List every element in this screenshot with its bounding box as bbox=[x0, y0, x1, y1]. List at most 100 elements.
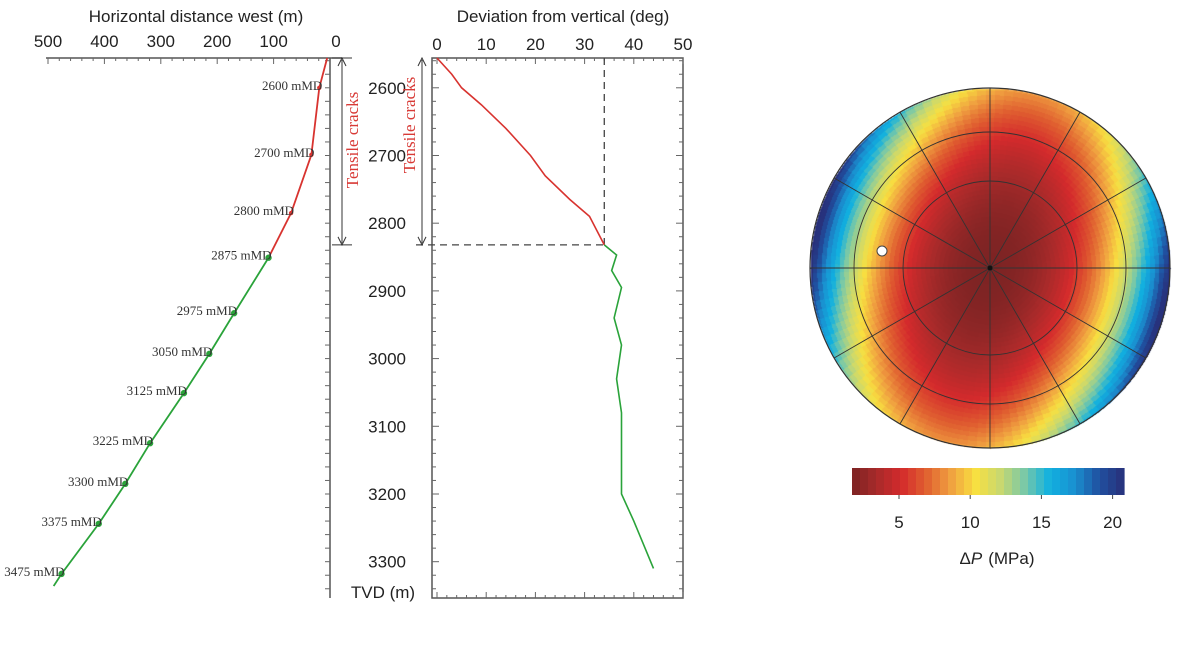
md-label: 2975 mMD bbox=[177, 303, 237, 318]
colorbar-cell bbox=[1052, 468, 1061, 495]
open-circle-marker bbox=[876, 245, 888, 257]
polar-center bbox=[987, 265, 993, 271]
polar-spoke bbox=[833, 177, 991, 269]
md-marker bbox=[317, 85, 322, 90]
md-label: 3225 mMD bbox=[93, 433, 153, 448]
trajectory-x-tick-label: 500 bbox=[34, 32, 62, 51]
md-marker bbox=[206, 350, 213, 358]
colorbar-cell bbox=[916, 468, 925, 495]
colorbar-cell bbox=[964, 468, 973, 495]
colorbar-label-symbol: Δ bbox=[960, 549, 971, 568]
md-label: 3375 mMD bbox=[41, 514, 101, 529]
deviation-y-axis-title: TVD (m) bbox=[351, 583, 415, 602]
colorbar-cell bbox=[868, 468, 877, 495]
polar-heatmap-chart: 5 10 15 20 ΔP (MPa) bbox=[800, 80, 1180, 568]
md-marker bbox=[230, 310, 238, 317]
md-label: 3300 mMD bbox=[68, 474, 128, 489]
deviation-plot-frame bbox=[431, 57, 684, 599]
colorbar-tick-label: 15 bbox=[1032, 513, 1051, 532]
deviation-series-0 bbox=[436, 57, 605, 246]
colorbar-cell bbox=[1116, 468, 1125, 495]
colorbar-cell bbox=[1076, 468, 1085, 495]
colorbar-cell bbox=[940, 468, 949, 495]
colorbar-cell bbox=[972, 468, 981, 495]
colorbar-cell bbox=[1020, 468, 1029, 495]
polar-spoke bbox=[899, 267, 991, 425]
colorbar: 5 10 15 20 bbox=[852, 468, 1125, 532]
md-label: 3050 mMD bbox=[152, 344, 212, 359]
colorbar-cell bbox=[1004, 468, 1013, 495]
deviation-x-tick-label: 10 bbox=[477, 35, 496, 54]
polar-spoke bbox=[989, 267, 1081, 425]
colorbar-cell bbox=[860, 468, 869, 495]
colorbar-cell bbox=[852, 468, 861, 495]
trajectory-x-tick-label: 200 bbox=[203, 32, 231, 51]
md-marker bbox=[265, 254, 272, 261]
colorbar-cell bbox=[1100, 468, 1109, 495]
colorbar-tick-label: 10 bbox=[961, 513, 980, 532]
md-marker bbox=[288, 210, 294, 216]
tensile-cracks-label: Tensile cracks bbox=[400, 77, 419, 174]
md-label: 2800 mMD bbox=[234, 203, 294, 218]
trajectory-chart: Horizontal distance west (m) 500 400 300 20… bbox=[4, 7, 362, 598]
polar-grid bbox=[809, 87, 1171, 449]
colorbar-cell bbox=[876, 468, 885, 495]
deviation-x-tick-label: 30 bbox=[575, 35, 594, 54]
colorbar-cell bbox=[1068, 468, 1077, 495]
polar-spoke bbox=[833, 267, 991, 359]
md-marker bbox=[180, 389, 188, 397]
colorbar-label-variable: P bbox=[971, 549, 983, 568]
colorbar-cell bbox=[996, 468, 1005, 495]
md-label: 3125 mMD bbox=[127, 383, 187, 398]
md-label: 2700 mMD bbox=[254, 145, 314, 160]
deviation-series-1 bbox=[603, 244, 655, 569]
polar-spoke bbox=[989, 177, 1147, 269]
deviation-x-tick-label: 20 bbox=[526, 35, 545, 54]
colorbar-cell bbox=[956, 468, 965, 495]
md-marker bbox=[146, 440, 154, 447]
colorbar-cell bbox=[1060, 468, 1069, 495]
colorbar-cell bbox=[1036, 468, 1045, 495]
colorbar-cell bbox=[924, 468, 933, 495]
deviation-x-tick-label: 40 bbox=[624, 35, 643, 54]
colorbar-cell bbox=[1012, 468, 1021, 495]
deviation-x-axis-title: Deviation from vertical (deg) bbox=[457, 7, 670, 26]
tvd-tick-label: 2700 bbox=[368, 146, 406, 165]
tvd-tick-label: 2900 bbox=[368, 282, 406, 301]
colorbar-tick-label: 20 bbox=[1103, 513, 1122, 532]
colorbar-cell bbox=[1092, 468, 1101, 495]
colorbar-cell bbox=[1044, 468, 1053, 495]
colorbar-cell bbox=[908, 468, 917, 495]
tvd-tick-label: 2600 bbox=[368, 79, 406, 98]
colorbar-cell bbox=[932, 468, 941, 495]
tvd-tick-label: 3100 bbox=[368, 417, 406, 436]
trajectory-x-axis-title: Horizontal distance west (m) bbox=[89, 7, 303, 26]
md-marker bbox=[122, 480, 129, 488]
colorbar-cell bbox=[1084, 468, 1093, 495]
deviation-x-tick-label: 0 bbox=[432, 35, 441, 54]
md-marker bbox=[95, 520, 102, 527]
trajectory-x-tick-label: 400 bbox=[90, 32, 118, 51]
tvd-tick-label: 3200 bbox=[368, 485, 406, 504]
colorbar-label-unit: (MPa) bbox=[988, 549, 1034, 568]
colorbar-cell bbox=[884, 468, 893, 495]
polar-spoke bbox=[989, 267, 1147, 359]
tensile-cracks-label: Tensile cracks bbox=[343, 92, 362, 189]
polar-spoke bbox=[989, 111, 1081, 269]
colorbar-cell bbox=[1028, 468, 1037, 495]
md-label: 2875 mMD bbox=[211, 248, 271, 263]
trajectory-x-tick-label: 0 bbox=[331, 32, 340, 51]
deviation-x-tick-label: 50 bbox=[674, 35, 693, 54]
tvd-tick-label: 2800 bbox=[368, 214, 406, 233]
trajectory-x-tick-label: 300 bbox=[147, 32, 175, 51]
colorbar-cell bbox=[1108, 468, 1117, 495]
tvd-tick-label: 3300 bbox=[368, 553, 406, 572]
colorbar-cell bbox=[900, 468, 909, 495]
md-label: 3475 mMD bbox=[4, 564, 64, 579]
arrowheads bbox=[337, 56, 347, 246]
colorbar-cell bbox=[988, 468, 997, 495]
polar-spoke bbox=[899, 111, 991, 269]
colorbar-tick-label: 5 bbox=[894, 513, 903, 532]
